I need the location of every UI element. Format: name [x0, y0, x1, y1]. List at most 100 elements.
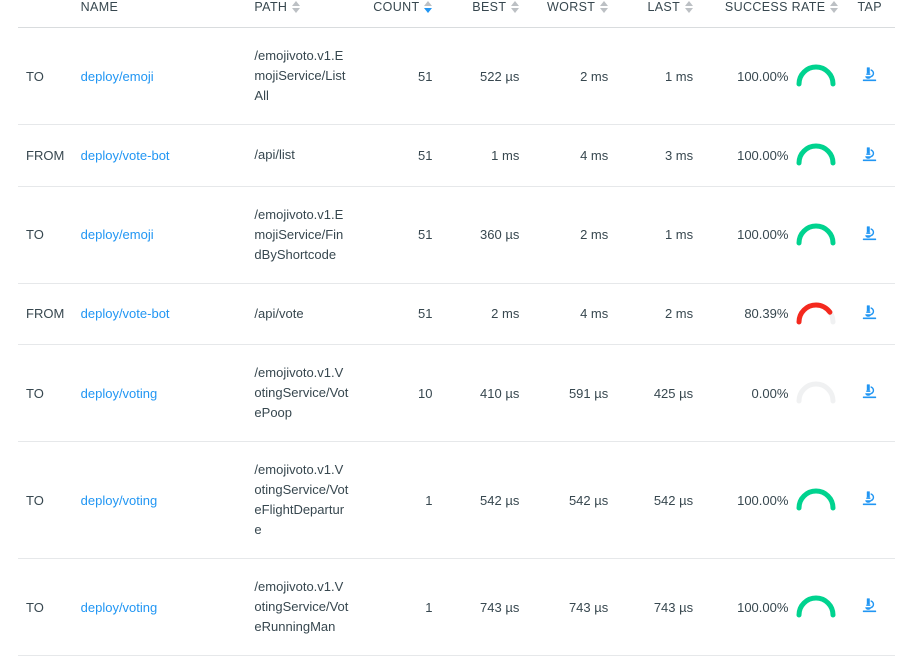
cell-path: /emojivoto.v1.EmojiService/FindByShortco… — [254, 186, 366, 284]
resource-link[interactable]: deploy/vote-bot — [80, 147, 170, 163]
path-text: /api/list — [254, 147, 295, 163]
cell-path: /emojivoto.v1.VotingService/VoteRunningM… — [254, 558, 366, 656]
cell-worst: 542 µs — [541, 441, 631, 559]
success-rate-value: 100.00% — [737, 68, 789, 84]
success-rate-value: 80.39% — [744, 306, 789, 322]
tap-button[interactable] — [859, 595, 881, 617]
direction-label: TO — [26, 492, 44, 508]
column-header-best[interactable]: BEST — [454, 0, 542, 28]
cell-name: deploy/vote-bot — [80, 283, 255, 345]
cell-count: 51 — [365, 124, 455, 187]
cell-path: /emojivoto.v1.VotingService/VoteFlightDe… — [254, 441, 366, 559]
success-rate-gauge — [796, 488, 836, 511]
success-rate-gauge — [796, 381, 836, 404]
column-header-path-label: PATH — [254, 0, 288, 14]
column-header-success-rate[interactable]: SUCCESS RATE — [715, 0, 845, 28]
resource-link[interactable]: deploy/voting — [80, 599, 158, 615]
cell-name: deploy/voting — [80, 558, 255, 656]
cell-name: deploy/vote-bot — [80, 124, 255, 187]
resource-link[interactable]: deploy/vote-bot — [80, 306, 170, 322]
microscope-icon — [863, 384, 877, 399]
cell-success-rate: 0.00% — [715, 344, 845, 442]
resource-link[interactable]: deploy/voting — [80, 385, 158, 401]
microscope-icon — [863, 226, 877, 240]
direction-label: TO — [26, 68, 44, 84]
sort-toggle-worst[interactable] — [600, 1, 609, 13]
tap-button[interactable] — [859, 381, 881, 403]
resource-link[interactable]: deploy/emoji — [80, 68, 154, 84]
path-text: /api/vote — [254, 305, 304, 321]
tap-button[interactable] — [859, 488, 881, 510]
table-row: FROM deploy/vote-bot/api/vote 51 2 ms 4 ms 2 … — [18, 283, 895, 345]
cell-count: 10 — [365, 344, 455, 442]
cell-last: 425 µs — [630, 344, 716, 442]
cell-count: 51 — [365, 186, 455, 284]
cell-tap — [844, 186, 895, 284]
tap-button[interactable] — [859, 222, 881, 244]
cell-count: 1 — [365, 558, 455, 656]
cell-last: 1 ms — [630, 27, 716, 125]
cell-tap — [844, 441, 895, 559]
cell-path: /api/list — [254, 124, 366, 187]
column-header-name-label: NAME — [80, 0, 119, 14]
direction-label: TO — [26, 385, 44, 401]
cell-best: 2 ms — [454, 283, 542, 345]
sort-toggle-success-rate[interactable] — [830, 1, 839, 13]
direction-label: FROM — [26, 306, 65, 322]
cell-name: deploy/voting — [80, 344, 255, 442]
cell-worst: 4 ms — [541, 124, 631, 187]
column-header-best-label: BEST — [472, 0, 507, 14]
cell-path: /api/vote — [254, 283, 366, 345]
sort-toggle-best[interactable] — [511, 1, 520, 13]
path-text: /emojivoto.v1.EmojiService/ListAll — [254, 48, 346, 103]
microscope-icon — [863, 146, 877, 161]
column-header-last[interactable]: LAST — [630, 0, 716, 28]
sort-toggle-path[interactable] — [292, 1, 301, 13]
microscope-icon — [863, 491, 877, 506]
success-rate-gauge — [796, 595, 836, 618]
cell-direction: TO — [18, 344, 81, 442]
cell-best: 542 µs — [454, 441, 542, 559]
column-header-count[interactable]: COUNT — [365, 0, 455, 28]
success-rate-value: 100.00% — [737, 227, 789, 242]
direction-label: FROM — [26, 147, 65, 163]
cell-last: 542 µs — [630, 441, 716, 559]
cell-tap — [844, 27, 895, 125]
cell-direction: TO — [18, 27, 81, 125]
column-header-tap: TAP — [844, 0, 895, 28]
column-header-direction — [18, 0, 81, 28]
cell-success-rate: 100.00% — [715, 186, 845, 284]
success-rate-value: 0.00% — [751, 385, 789, 401]
column-header-tap-label: TAP — [857, 0, 882, 14]
column-header-worst-label: WORST — [546, 0, 596, 14]
sort-toggle-count[interactable] — [424, 1, 433, 13]
cell-direction: TO — [18, 186, 81, 284]
microscope-icon — [863, 67, 877, 82]
sort-toggle-last[interactable] — [685, 1, 694, 13]
column-header-worst[interactable]: WORST — [541, 0, 631, 28]
resource-link[interactable]: deploy/voting — [80, 492, 158, 508]
cell-last: 743 µs — [630, 558, 716, 656]
cell-path: /emojivoto.v1.EmojiService/ListAll — [254, 27, 366, 125]
success-rate-value: 100.00% — [737, 599, 789, 615]
path-text: /emojivoto.v1.EmojiService/FindByShortco… — [254, 206, 344, 262]
cell-count: 1 — [365, 441, 455, 559]
cell-direction: FROM — [18, 124, 81, 187]
table-row: TO deploy/voting/emojivoto.v1.VotingServi… — [18, 441, 895, 559]
cell-worst: 2 ms — [541, 27, 631, 125]
cell-worst: 4 ms — [541, 283, 631, 345]
tap-button[interactable] — [859, 143, 881, 165]
resource-link[interactable]: deploy/emoji — [80, 227, 154, 242]
table-row: FROM deploy/vote-bot/api/list 51 1 ms 4 ms 3 … — [18, 124, 895, 187]
metrics-table: NAME PATH COUNT BE — [18, 0, 895, 656]
success-rate-gauge — [796, 64, 836, 87]
cell-last: 2 ms — [630, 283, 716, 345]
tap-button[interactable] — [859, 64, 881, 86]
cell-direction: TO — [18, 441, 81, 559]
success-rate-gauge — [796, 143, 836, 166]
column-header-path[interactable]: PATH — [254, 0, 366, 28]
cell-success-rate: 100.00% — [715, 558, 845, 656]
cell-direction: FROM — [18, 283, 81, 345]
tap-button[interactable] — [859, 302, 881, 324]
